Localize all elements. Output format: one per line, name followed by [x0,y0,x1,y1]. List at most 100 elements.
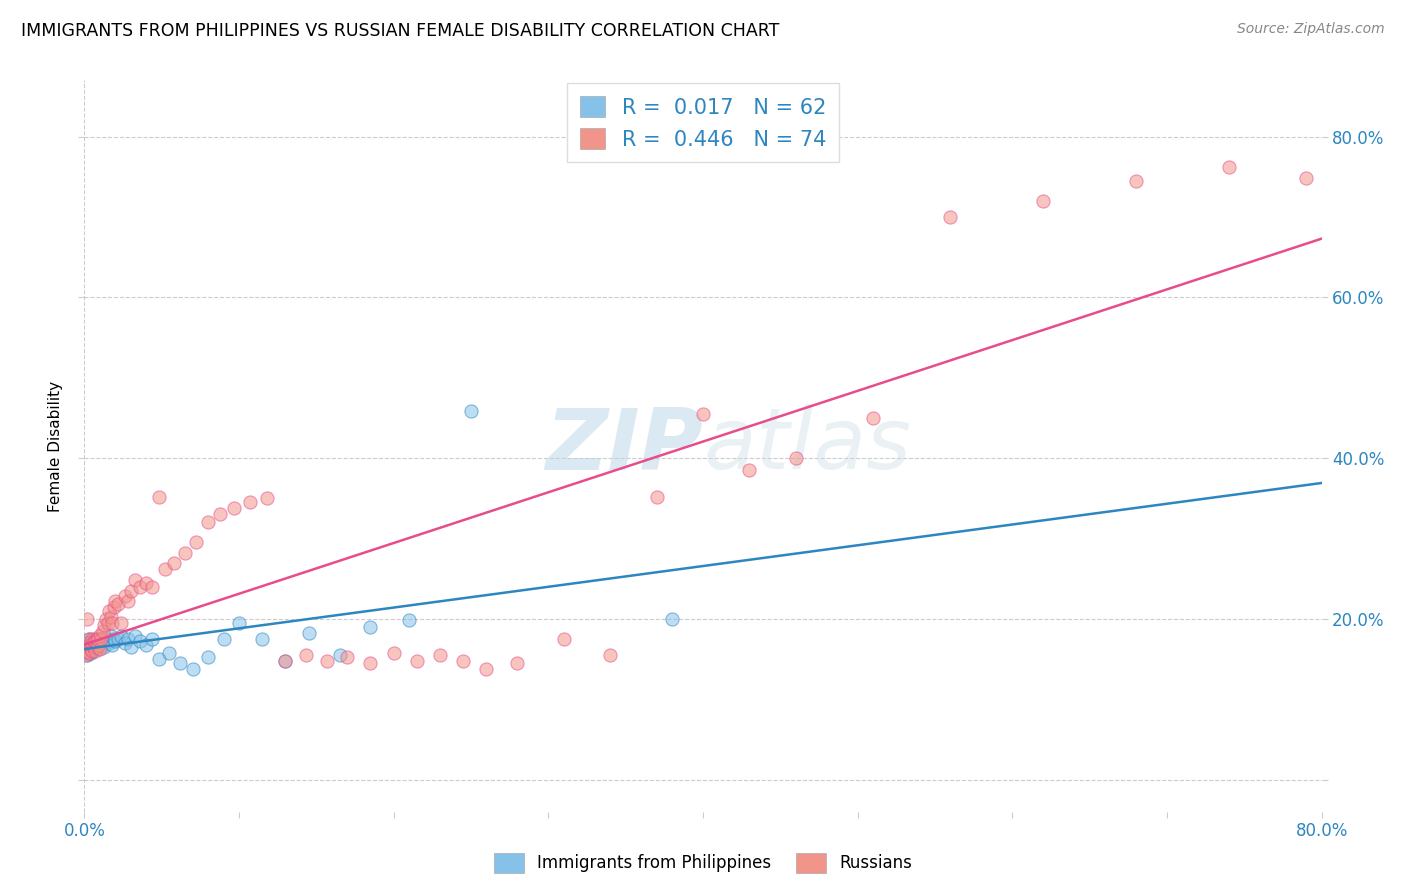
Point [184,535,207,549]
Point [76,636,98,650]
Text: atlas: atlas [703,404,911,488]
Point [117,632,139,646]
Point [212,632,235,646]
Point [83,632,105,646]
Point [107,632,129,646]
Point [86,638,108,652]
Legend: R =  0.017   N = 62, R =  0.446   N = 74: R = 0.017 N = 62, R = 0.446 N = 74 [568,83,838,162]
Point [84,640,107,654]
Point [84,644,107,658]
Point [1295,171,1317,186]
Point [256,491,278,506]
Y-axis label: Female Disability: Female Disability [48,380,63,512]
Point [96,632,118,646]
Point [862,410,884,425]
Point [141,580,163,594]
Point [103,632,125,646]
Point [103,599,125,614]
Point [96,615,118,630]
Point [129,580,152,594]
Point [405,654,427,668]
Point [360,620,382,634]
Point [114,590,136,604]
Point [75,644,97,658]
Point [197,516,219,530]
Text: ZIP: ZIP [546,404,703,488]
Text: Source: ZipAtlas.com: Source: ZipAtlas.com [1237,22,1385,37]
Point [101,638,124,652]
Point [360,656,382,670]
Point [83,638,105,652]
Point [148,652,170,666]
Point [224,500,246,515]
Point [645,490,668,504]
Point [124,573,146,587]
Point [90,632,112,646]
Point [228,615,250,630]
Point [87,641,110,656]
Point [77,644,100,658]
Point [77,646,100,660]
Point [76,646,98,660]
Point [91,638,114,652]
Point [738,463,761,477]
Point [87,638,110,652]
Point [94,612,117,626]
Point [148,490,170,504]
Point [87,636,110,650]
Point [79,646,101,660]
Legend: Immigrants from Philippines, Russians: Immigrants from Philippines, Russians [486,847,920,880]
Point [382,646,405,660]
Point [110,630,132,644]
Point [82,644,104,658]
Point [316,654,339,668]
Point [76,644,98,658]
Point [77,632,100,646]
Point [77,638,100,652]
Point [79,642,101,657]
Point [181,662,204,676]
Point [79,640,101,654]
Point [429,648,451,662]
Point [93,640,115,654]
Point [1125,174,1147,188]
Point [117,594,139,608]
Point [163,556,186,570]
Point [174,546,197,560]
Point [82,638,104,652]
Point [1218,160,1240,174]
Point [114,636,136,650]
Point [76,612,98,626]
Point [94,634,117,648]
Point [169,656,191,670]
Point [553,632,575,646]
Point [89,638,111,652]
Point [294,648,316,662]
Point [328,648,352,662]
Point [84,634,107,648]
Point [98,604,121,618]
Point [98,636,121,650]
Point [75,636,97,650]
Point [84,634,107,648]
Point [250,632,273,646]
Point [661,612,683,626]
Point [77,632,100,646]
Point [75,648,97,662]
Point [89,628,111,642]
Point [77,638,100,652]
Point [135,638,157,652]
Point [87,632,110,646]
Point [297,626,319,640]
Point [75,640,97,654]
Point [460,404,482,418]
Point [120,640,142,654]
Point [89,632,111,646]
Point [124,630,146,644]
Point [135,575,157,590]
Point [79,634,101,648]
Point [104,594,127,608]
Point [83,634,105,648]
Point [76,648,98,662]
Point [77,641,100,656]
